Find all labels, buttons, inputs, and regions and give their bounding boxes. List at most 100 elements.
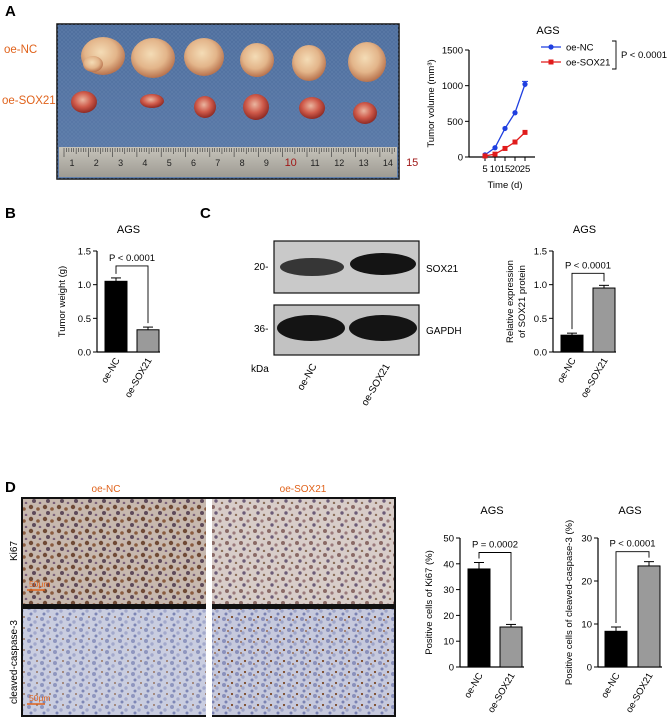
chart-title: AGS — [480, 505, 503, 517]
y-tick-label: 0.5 — [78, 314, 91, 325]
ruler-number: 5 — [167, 158, 172, 168]
x-tick-label: 15 — [500, 164, 511, 175]
significance-bracket — [615, 551, 650, 624]
ruler-numbers: 1 2 3 4 5 6 7 8 9 10 11 12 13 14 15 — [69, 157, 418, 169]
y-tick-label: 1.5 — [78, 247, 91, 258]
x-axis-label: Time (d) — [487, 180, 522, 191]
y-tick-label: 500 — [447, 117, 463, 128]
bar-oe-SOX21 — [637, 565, 661, 668]
chart-title: AGS — [536, 25, 559, 37]
ihc-ki67-oe-nc — [23, 499, 206, 604]
blot-lane-oe-nc: oe-NC — [296, 362, 320, 393]
y-tick-label: 1.5 — [534, 247, 547, 258]
x-tick-label: oe-SOX21 — [624, 671, 656, 715]
ruler-number: 2 — [94, 158, 99, 168]
point-oe-NC — [492, 145, 498, 151]
ruler — [59, 147, 397, 177]
x-tick-label: 10 — [490, 164, 501, 175]
y-tick-label: 30 — [443, 585, 454, 596]
blot-band-label-sox21: SOX21 — [426, 264, 459, 275]
ruler-number: 1 — [69, 158, 74, 168]
blot-kda-label: kDa — [251, 364, 269, 375]
western-blot — [273, 240, 420, 356]
ihc-caspase-oe-nc — [23, 609, 206, 715]
y-tick-label: 10 — [443, 637, 454, 648]
y-axis-label: Tumor volume (mm³) — [426, 59, 437, 147]
chart-d-caspase: AGS 0 10 20 30 Positive cells of cleaved-casp… — [564, 505, 662, 715]
point-oe-SOX21 — [522, 129, 528, 135]
y-tick-label: 1000 — [442, 81, 463, 92]
bar-oe-SOX21 — [136, 329, 160, 353]
legend-label-oe-SOX21: oe-SOX21 — [566, 58, 610, 69]
chart-b-tumor-weight: AGS 0.0 0.5 1.0 1.5 Tumor weight (g) oe-NC oe-S… — [57, 224, 160, 400]
ruler-number: 8 — [240, 158, 245, 168]
tumors-oe-sox21 — [71, 91, 377, 124]
tumor-photo: 1 2 3 4 5 6 7 8 9 10 11 12 13 14 15 — [56, 23, 418, 180]
panel-label-c: C — [200, 205, 211, 222]
point-oe-NC — [512, 110, 518, 116]
y-axis-label: Tumor weight (g) — [57, 266, 68, 337]
y-tick-label: 50 — [443, 534, 454, 545]
y-tick-label: 0.5 — [534, 314, 547, 325]
ruler-ticks — [63, 148, 395, 157]
blot-band-sox21-oe-sox21 — [350, 253, 416, 275]
y-tick-label: 1.0 — [78, 280, 91, 291]
x-tick-label: oe-SOX21 — [123, 356, 155, 400]
y-tick-label: 0 — [449, 663, 454, 674]
blot-marker-20: 20- — [254, 262, 268, 273]
ruler-number: 4 — [142, 158, 147, 168]
point-oe-SOX21 — [492, 151, 498, 157]
y-tick-label: 0.0 — [534, 348, 547, 359]
ruler-number: 6 — [191, 158, 196, 168]
tumors-oe-nc — [81, 37, 386, 82]
bar-oe-NC — [467, 568, 491, 668]
y-axis-label: of SOX21 protein — [517, 265, 528, 338]
ruler-number: 9 — [264, 158, 269, 168]
chart-title: AGS — [117, 224, 140, 236]
chart-d-ki67: AGS 0 10 20 30 40 50 Positive cells of Ki67 (%)… — [424, 505, 524, 715]
ruler-number: 15 — [406, 157, 418, 169]
legend-bracket — [612, 40, 617, 70]
ihc-col-label-oe-sox21: oe-SOX21 — [280, 484, 327, 495]
x-tick-label: oe-NC — [462, 671, 485, 700]
ihc-row-label-caspase: cleaved-caspase-3 — [9, 620, 20, 704]
blot-band-sox21-oe-nc — [280, 258, 344, 276]
blot-marker-36: 36- — [254, 324, 268, 335]
point-oe-NC — [522, 81, 528, 87]
x-tick-label: 25 — [520, 164, 531, 175]
y-tick-label: 0.0 — [78, 348, 91, 359]
significance-bracket — [571, 272, 605, 330]
panel-label-a: A — [5, 3, 16, 20]
ihc-ki67-oe-sox21 — [212, 499, 394, 604]
point-oe-SOX21 — [502, 145, 508, 151]
x-tick-label: 5 — [482, 164, 487, 175]
y-tick-label: 1500 — [442, 46, 463, 57]
point-oe-SOX21 — [512, 139, 518, 145]
x-tick-label: oe-NC — [555, 356, 578, 385]
legend-marker — [548, 44, 554, 50]
ruler-number: 13 — [359, 158, 369, 168]
blot-band-gapdh-oe-nc — [277, 315, 345, 341]
y-axis-label: Positive cells of cleaved-caspase-3 (%) — [564, 520, 575, 685]
y-tick-label: 40 — [443, 559, 454, 570]
ruler-number: 11 — [310, 158, 319, 168]
blot-band-label-gapdh: GAPDH — [426, 326, 462, 337]
x-tick-label: oe-SOX21 — [579, 356, 611, 400]
bar-oe-SOX21 — [592, 287, 616, 353]
photo-row-label-oe-nc: oe-NC — [4, 44, 37, 56]
blot-band-gapdh-oe-sox21 — [349, 315, 417, 341]
series-line-oe-NC — [484, 84, 526, 156]
series-line-oe-SOX21 — [484, 131, 526, 157]
y-tick-label: 10 — [581, 620, 592, 631]
x-tick-label: oe-SOX21 — [486, 671, 518, 715]
ruler-number: 14 — [383, 158, 393, 168]
y-tick-label: 0 — [587, 663, 592, 674]
ihc-col-label-oe-nc: oe-NC — [92, 484, 121, 495]
bar-oe-SOX21 — [499, 626, 523, 668]
ruler-number: 12 — [334, 158, 344, 168]
significance-bracket — [478, 552, 512, 621]
point-oe-NC — [502, 125, 508, 132]
p-value: P < 0.0001 — [565, 260, 611, 271]
p-value: P = 0.0002 — [472, 540, 518, 551]
